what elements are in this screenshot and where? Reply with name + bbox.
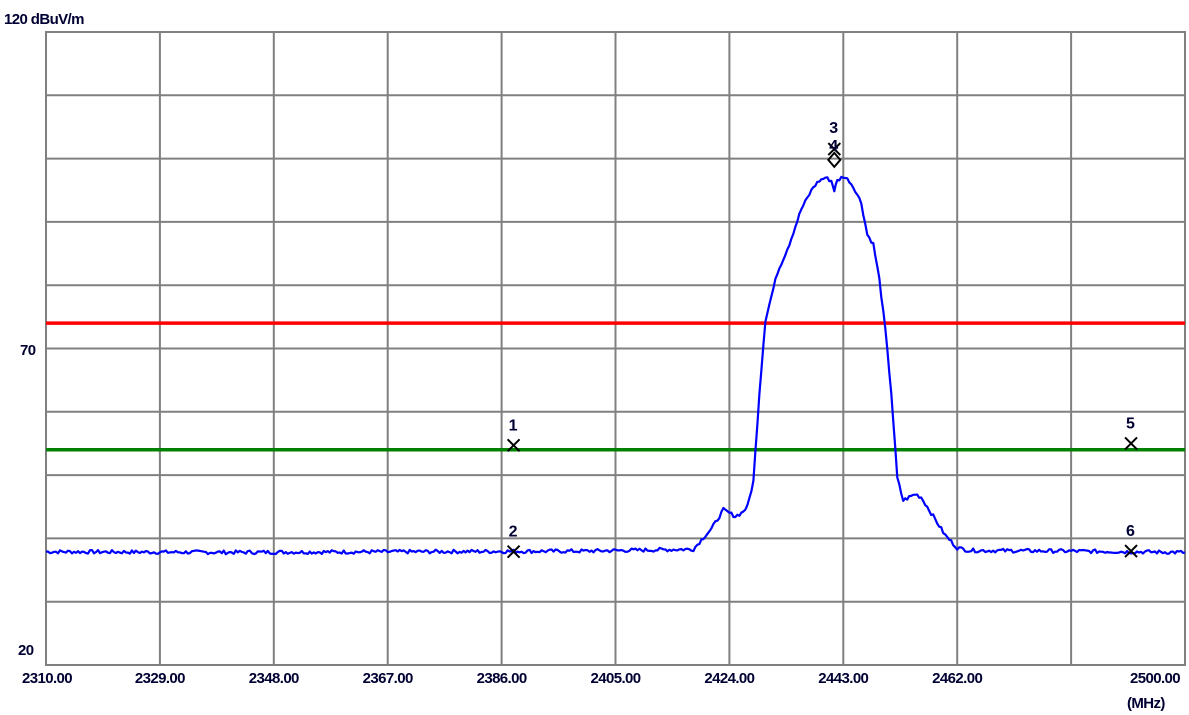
- marker-4: 4: [826, 138, 842, 169]
- x-tick-label: 2310.00: [22, 670, 72, 687]
- x-tick-label: 2386.00: [477, 670, 527, 687]
- x-tick-label: 2443.00: [818, 670, 868, 687]
- marker-2: 2: [506, 524, 521, 559]
- grid-lines: [46, 32, 1185, 665]
- marker-cross: [506, 438, 521, 453]
- y-mid-label: 70: [20, 342, 36, 359]
- y-bottom-label: 20: [18, 642, 34, 659]
- marker-cross: [1124, 544, 1138, 558]
- y-top-label: 120 dBuV/m: [4, 11, 84, 28]
- x-tick-label: 2424.00: [704, 670, 754, 687]
- x-tick-label: 2348.00: [249, 670, 299, 687]
- marker-cross: [1124, 436, 1138, 451]
- x-tick-label: 2367.00: [363, 670, 413, 687]
- x-tick-label: 2462.00: [932, 670, 982, 687]
- x-tick-label: 2405.00: [590, 670, 640, 687]
- marker-label: 1: [509, 417, 518, 434]
- marker-diamond: [826, 151, 842, 169]
- marker-cross: [827, 142, 842, 156]
- limit-lines: [46, 321, 1185, 452]
- marker-6: 6: [1124, 523, 1138, 558]
- marker-label: 3: [829, 120, 838, 137]
- x-unit-label: (MHz): [1127, 695, 1165, 712]
- x-tick-label: 2500.00: [1130, 670, 1180, 687]
- marker-label: 6: [1126, 523, 1135, 540]
- marker-label: 4: [829, 138, 838, 155]
- marker-cross: [506, 544, 521, 559]
- x-tick-labels: 2310.00 2329.00 2348.00 2367.00 2386.00 2405.…: [22, 670, 1181, 687]
- marker-1: 1: [506, 417, 521, 453]
- marker-3: 3: [827, 120, 842, 156]
- markers: 1 2 34 5 6: [506, 120, 1138, 559]
- marker-label: 2: [509, 524, 518, 541]
- marker-5: 5: [1124, 415, 1138, 451]
- x-tick-label: 2329.00: [135, 670, 185, 687]
- spectrum-trace: [45, 175, 1186, 556]
- plot-frame: [45, 31, 1186, 666]
- marker-label: 5: [1126, 415, 1135, 432]
